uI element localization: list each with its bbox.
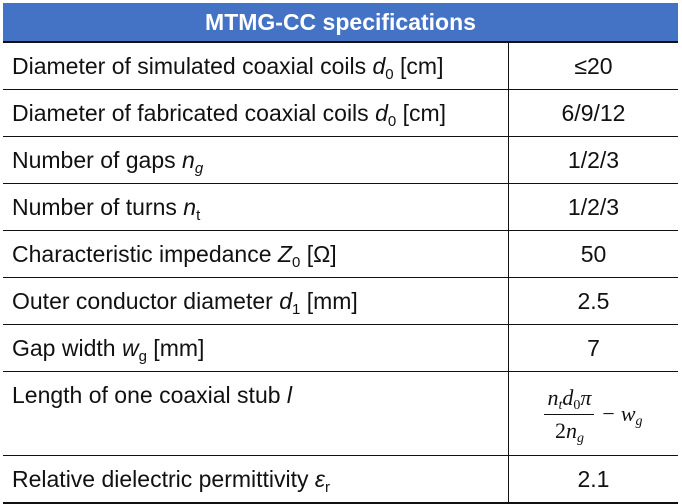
parameter-label: Diameter of simulated coaxial coils <box>12 52 373 79</box>
parameter-unit: [mm] <box>146 334 205 361</box>
value-cell: 6/9/12 <box>508 89 678 137</box>
parameter-cell: Diameter of simulated coaxial coils d0 [… <box>3 41 509 90</box>
parameter-subscript: g <box>138 347 147 365</box>
parameter-cell: Number of turns nt <box>3 183 509 231</box>
parameter-symbol: ε <box>314 465 326 492</box>
table-title: MTMG-CC specifications <box>3 3 678 42</box>
parameter-cell: Characteristic impedance Z0 [Ω] <box>3 230 509 278</box>
value-cell: 1/2/3 <box>508 183 678 231</box>
parameter-unit: [cm] <box>393 52 444 79</box>
parameter-unit: [cm] <box>396 99 447 126</box>
value-cell: 7 <box>508 324 678 372</box>
formula-minus: − <box>602 401 615 426</box>
parameter-subscript: 0 <box>291 253 301 271</box>
parameter-subscript: t <box>196 206 201 224</box>
parameter-symbol: Z <box>277 240 292 267</box>
table-row: Relative dielectric permittivity εr 2.1 <box>3 455 678 504</box>
parameter-cell: Outer conductor diameter d1 [mm] <box>3 277 509 325</box>
table-row: Gap width wg [mm] 7 <box>3 324 678 372</box>
parameter-symbol: d <box>375 99 388 126</box>
parameter-subscript: 0 <box>387 112 397 130</box>
parameter-symbol: l <box>286 382 293 408</box>
parameter-symbol: w <box>121 334 139 361</box>
parameter-unit: [Ω] <box>300 240 337 267</box>
table-header-row: MTMG-CC specifications <box>3 3 678 42</box>
parameter-subscript: 0 <box>385 65 394 83</box>
parameter-symbol: d <box>372 52 386 79</box>
parameter-label: Outer conductor diameter <box>12 287 280 314</box>
formula-w-var: w <box>620 401 636 426</box>
formula-n: n <box>547 384 559 410</box>
value-cell: 2.5 <box>508 277 678 325</box>
table-row: Diameter of simulated coaxial coils d0 [… <box>3 41 678 90</box>
specifications-table: MTMG-CC specifications Diameter of simul… <box>3 3 678 504</box>
value-cell: 1/2/3 <box>508 136 678 184</box>
table-row: Number of gaps ng 1/2/3 <box>3 136 678 184</box>
value-cell: 50 <box>508 230 678 278</box>
parameter-symbol: n <box>182 146 195 173</box>
table-row: Length of one coaxial stub l ntd0π 2ng −… <box>3 371 678 456</box>
parameter-subscript: 1 <box>291 300 301 318</box>
formula-fraction: ntd0π 2ng <box>544 384 595 446</box>
parameter-cell: Length of one coaxial stub l <box>3 371 509 456</box>
parameter-subscript: r <box>325 478 331 496</box>
parameter-subscript: g <box>194 159 204 177</box>
parameter-label: Number of turns <box>12 193 184 220</box>
parameter-label: Number of gaps <box>12 146 183 173</box>
table-row: Diameter of fabricated coaxial coils d0 … <box>3 89 678 137</box>
formula-den-sub: g <box>576 430 584 446</box>
table-row: Number of turns nt 1/2/3 <box>3 183 678 231</box>
parameter-label: Gap width <box>12 334 122 361</box>
parameter-label: Diameter of fabricated coaxial coils <box>12 99 376 126</box>
table-row: Outer conductor diameter d1 [mm] 2.5 <box>3 277 678 325</box>
parameter-cell: Diameter of fabricated coaxial coils d0 … <box>3 89 509 137</box>
parameter-label: Length of one coaxial stub <box>12 382 287 408</box>
parameter-cell: Gap width wg [mm] <box>3 324 509 372</box>
table-row: Characteristic impedance Z0 [Ω] 50 <box>3 230 678 278</box>
formula-d-sub: 0 <box>573 397 581 413</box>
formula-denominator: 2ng <box>552 415 587 446</box>
formula-d: d <box>562 384 574 410</box>
parameter-cell: Relative dielectric permittivity εr <box>3 455 509 504</box>
formula-den-coef: 2 <box>554 417 566 443</box>
value-cell: ≤20 <box>508 41 678 90</box>
value-cell: ntd0π 2ng − wg <box>508 371 678 456</box>
parameter-unit: [mm] <box>300 287 358 314</box>
formula-den-var: n <box>565 417 577 443</box>
formula-pi: π <box>580 384 592 410</box>
formula-n-sub: t <box>558 397 563 413</box>
formula-w-sub: g <box>635 414 643 429</box>
stub-length-formula: ntd0π 2ng − wg <box>544 384 643 446</box>
parameter-cell: Number of gaps ng <box>3 136 509 184</box>
formula-numerator: ntd0π <box>544 384 595 415</box>
formula-w: wg <box>620 401 643 429</box>
parameter-symbol: d <box>279 287 292 314</box>
parameter-label: Relative dielectric permittivity <box>12 465 315 492</box>
parameter-label: Characteristic impedance <box>12 240 278 267</box>
parameter-symbol: n <box>183 193 197 220</box>
value-cell: 2.1 <box>508 455 678 504</box>
